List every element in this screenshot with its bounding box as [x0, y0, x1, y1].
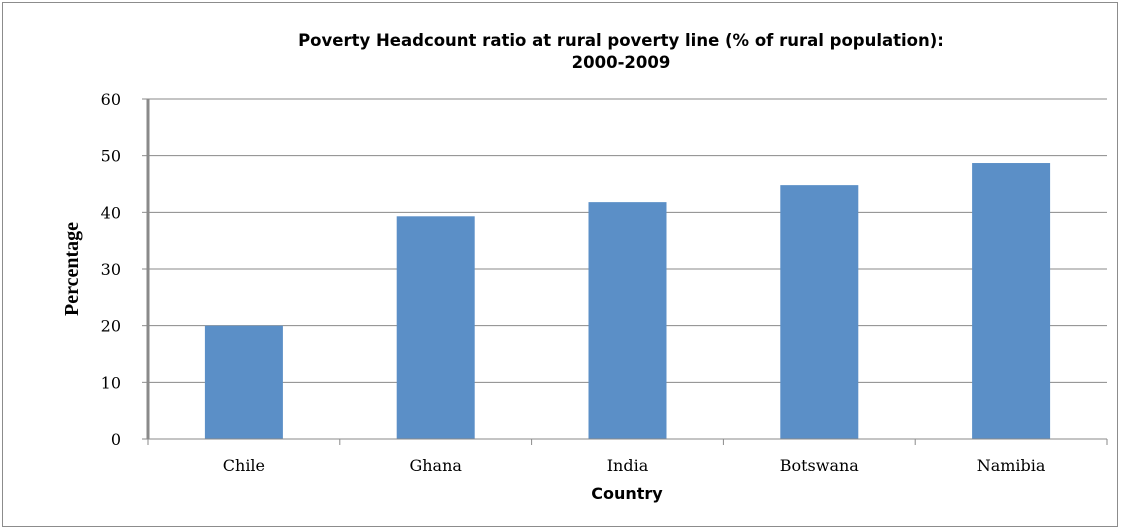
x-tick-label: Botswana — [780, 456, 860, 475]
chart-title-line-1: Poverty Headcount ratio at rural poverty… — [298, 31, 944, 50]
bar-namibia — [972, 163, 1051, 440]
y-axis-title: Percentage — [61, 222, 83, 316]
bar-botswana — [780, 185, 859, 439]
y-tick-label: 60 — [101, 90, 121, 109]
y-tick-label: 30 — [101, 260, 121, 279]
chart-title: Poverty Headcount ratio at rural poverty… — [0, 30, 1122, 74]
x-tick-label: Namibia — [977, 456, 1046, 475]
x-tick-label: Ghana — [409, 456, 462, 475]
y-tick-label: 20 — [101, 317, 121, 336]
axes — [142, 98, 1108, 445]
x-tick-label: India — [607, 456, 649, 475]
y-tick-label: 40 — [101, 203, 121, 222]
y-tick-label: 0 — [111, 430, 121, 449]
bars — [204, 163, 1051, 440]
bar-ghana — [396, 216, 475, 439]
x-axis-title: Country — [591, 484, 663, 503]
y-tick-label: 10 — [101, 373, 121, 392]
bar-chile — [204, 325, 283, 439]
y-tick-label: 50 — [101, 147, 121, 166]
tick-labels: 0 10 20 30 40 50 60 Chile Ghana India Botswana Nami… — [101, 90, 1046, 475]
bar-india — [588, 202, 667, 439]
x-tick-label: Chile — [223, 456, 265, 475]
chart-title-line-2: 2000-2009 — [571, 53, 671, 72]
